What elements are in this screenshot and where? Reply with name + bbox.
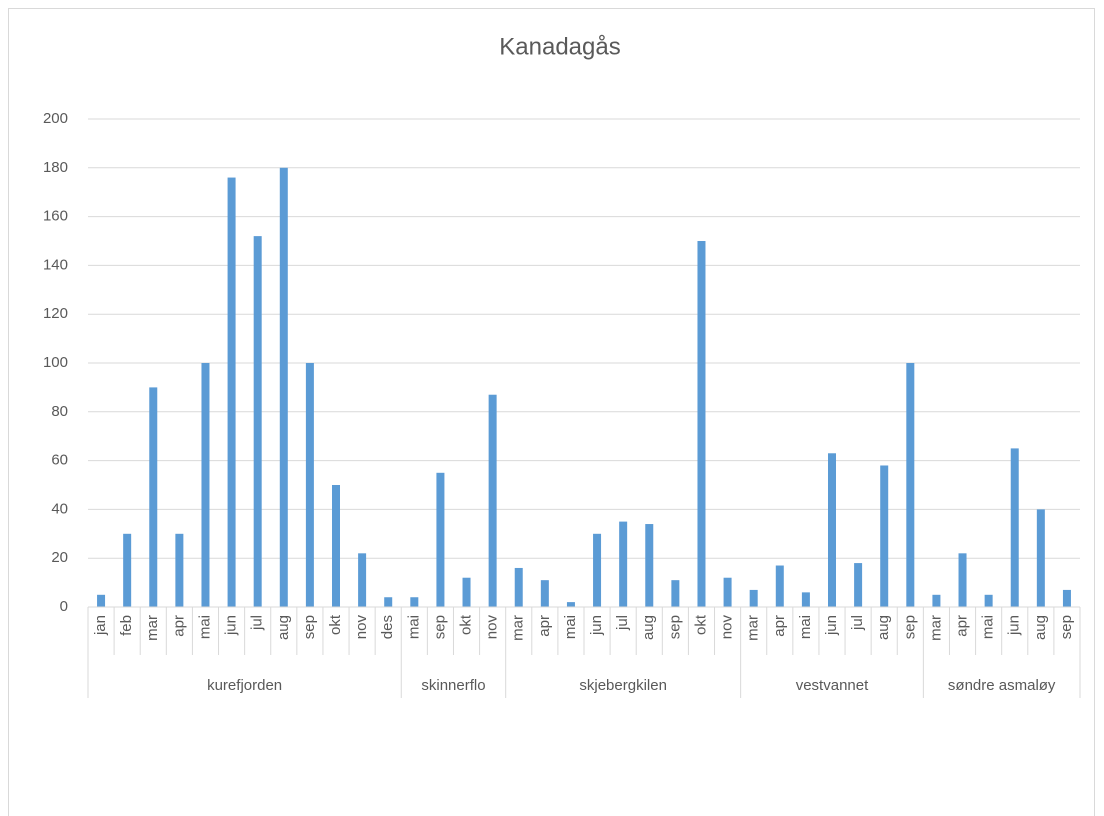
bar	[1010, 448, 1019, 607]
y-tick-label: 140	[43, 256, 68, 273]
bar	[593, 533, 602, 607]
x-tick-label: okt	[692, 614, 709, 635]
x-tick-label: aug	[275, 615, 292, 640]
x-tick-label: mar	[745, 615, 762, 641]
x-tick-label: apr	[953, 615, 970, 637]
x-tick-label: des	[379, 615, 396, 639]
x-tick-label: jul	[249, 615, 266, 631]
bar	[540, 580, 549, 607]
x-tick-label: sep	[666, 615, 683, 639]
x-tick-label: jun	[823, 615, 840, 636]
x-tick-label: sep	[301, 615, 318, 639]
x-tick-label: apr	[771, 615, 788, 637]
bar	[775, 565, 784, 607]
bar	[906, 363, 915, 607]
x-tick-label: sep	[1058, 615, 1075, 639]
bar	[958, 553, 967, 607]
bar	[697, 241, 706, 607]
bar	[671, 580, 680, 607]
bar	[97, 594, 106, 607]
x-tick-label: apr	[536, 615, 553, 637]
y-tick-label: 80	[51, 403, 68, 420]
x-tick-label: jan	[92, 615, 109, 636]
group-label: kurefjorden	[207, 677, 282, 694]
bar	[1036, 509, 1045, 607]
bar	[332, 485, 340, 607]
x-tick-label: mar	[144, 615, 161, 641]
bar	[358, 553, 367, 607]
y-tick-label: 60	[51, 452, 68, 469]
x-tick-label: feb	[118, 615, 135, 636]
y-tick-label: 120	[43, 305, 68, 322]
bar	[514, 567, 523, 607]
x-tick-label: aug	[640, 615, 657, 640]
bar	[384, 597, 393, 607]
bar	[828, 453, 836, 607]
x-tick-label: jul	[849, 615, 866, 631]
bar	[645, 524, 654, 607]
bar	[410, 597, 419, 607]
x-tick-label: aug	[875, 615, 892, 640]
bar	[123, 533, 132, 607]
x-tick-label: jun	[223, 615, 240, 636]
group-label: vestvannet	[796, 677, 869, 694]
bar	[880, 465, 889, 607]
x-tick-label: jun	[1006, 615, 1023, 636]
bar	[1062, 589, 1071, 607]
x-tick-label: aug	[1032, 615, 1049, 640]
bar	[279, 167, 288, 608]
bar	[253, 236, 262, 607]
bar	[619, 521, 628, 607]
bar	[984, 594, 993, 607]
x-tick-label: nov	[484, 615, 501, 640]
bar	[175, 533, 184, 607]
bar	[854, 563, 863, 607]
x-tick-label: mai	[562, 615, 579, 639]
x-tick-label: nov	[719, 615, 736, 640]
x-tick-label: okt	[457, 614, 474, 635]
x-tick-label: jun	[588, 615, 605, 636]
bar	[723, 577, 732, 607]
y-tick-label: 100	[43, 354, 68, 371]
group-label: søndre asmaløy	[948, 677, 1056, 694]
bar	[566, 602, 575, 607]
bar	[305, 363, 314, 607]
bar	[801, 592, 810, 607]
x-tick-label: mar	[510, 615, 527, 641]
y-tick-label: 20	[51, 549, 68, 566]
chart-title: Kanadagås	[499, 33, 620, 60]
group-label: skinnerflo	[421, 677, 485, 694]
x-tick-label: mai	[405, 615, 422, 639]
x-tick-label: jul	[614, 615, 631, 631]
x-tick-label: mai	[196, 615, 213, 639]
y-tick-label: 160	[43, 208, 68, 225]
bar	[149, 387, 158, 607]
bar	[462, 577, 471, 607]
bar	[201, 363, 210, 607]
bar	[749, 589, 758, 607]
x-tick-label: nov	[353, 615, 370, 640]
group-label: skjebergkilen	[579, 677, 667, 694]
y-tick-label: 200	[43, 110, 68, 127]
bar	[488, 394, 497, 607]
bar	[436, 472, 445, 607]
bar	[932, 594, 941, 607]
x-tick-label: apr	[170, 615, 187, 637]
y-tick-label: 0	[60, 598, 68, 615]
x-tick-label: mai	[797, 615, 814, 639]
y-tick-label: 40	[51, 500, 68, 517]
x-tick-label: mai	[980, 615, 997, 639]
x-tick-label: mar	[927, 615, 944, 641]
bar	[227, 177, 236, 607]
x-tick-label: sep	[901, 615, 918, 639]
x-tick-label: sep	[431, 615, 448, 639]
x-tick-label: okt	[327, 614, 344, 635]
y-tick-label: 180	[43, 159, 68, 176]
